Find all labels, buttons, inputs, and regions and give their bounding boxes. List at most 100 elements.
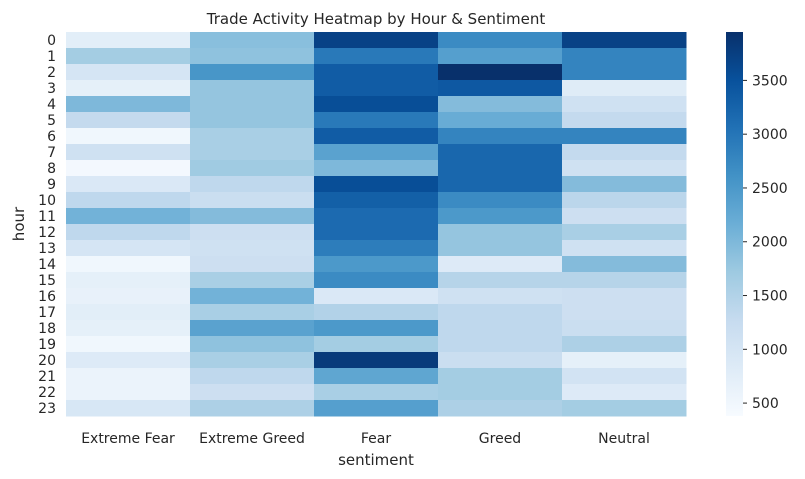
colorbar <box>726 32 743 416</box>
column-label: Neutral <box>598 431 650 447</box>
heatmap-cell <box>314 336 439 353</box>
heatmap-cell <box>438 112 563 129</box>
heatmap-cell <box>190 96 315 113</box>
heatmap-cell <box>314 240 439 257</box>
heatmap-cell <box>190 368 315 385</box>
heatmap-cell <box>190 400 315 417</box>
heatmap-cell <box>66 368 191 385</box>
heatmap-cell <box>438 32 563 49</box>
heatmap-cell <box>562 112 687 129</box>
heatmap-cell <box>66 272 191 289</box>
colorbar-ticks: 500 1000 1500 2000 2500 3000 3500 <box>743 73 788 412</box>
row-label: 20 <box>38 353 56 369</box>
row-label: 9 <box>47 177 56 193</box>
heatmap-cell <box>562 256 687 273</box>
heatmap-cell <box>314 272 439 289</box>
heatmap-cell <box>66 176 191 193</box>
row-label: 12 <box>38 225 56 241</box>
heatmap-cell <box>562 368 687 385</box>
heatmap-cell <box>66 80 191 97</box>
heatmap-cell <box>562 272 687 289</box>
heatmap-cell <box>314 80 439 97</box>
heatmap-cell <box>562 384 687 401</box>
heatmap-cell <box>438 288 563 305</box>
row-label: 16 <box>38 289 56 305</box>
heatmap-cell <box>562 352 687 369</box>
heatmap-cell <box>562 128 687 145</box>
heatmap-cell <box>438 384 563 401</box>
heatmap-cell <box>66 112 191 129</box>
heatmap-cell <box>314 320 439 337</box>
heatmap-cell <box>314 352 439 369</box>
heatmap-cell <box>190 48 315 65</box>
heatmap-cell <box>438 80 563 97</box>
heatmap-cell <box>562 320 687 337</box>
heatmap-cell <box>314 192 439 209</box>
heatmap-cell <box>66 32 191 49</box>
heatmap-cell <box>562 240 687 257</box>
row-label: 7 <box>47 145 56 161</box>
heatmap-cell <box>314 368 439 385</box>
heatmap-cell <box>438 48 563 65</box>
heatmap-cell <box>438 224 563 241</box>
heatmap-cell <box>438 352 563 369</box>
heatmap-cell <box>562 80 687 97</box>
heatmap-cell <box>314 384 439 401</box>
row-label: 15 <box>38 273 56 289</box>
row-label: 0 <box>47 33 56 49</box>
row-label: 1 <box>47 49 56 65</box>
heatmap-cell <box>190 272 315 289</box>
row-label: 11 <box>38 209 56 225</box>
heatmap-cell <box>562 64 687 81</box>
heatmap-cell <box>190 384 315 401</box>
heatmap-cell <box>190 320 315 337</box>
heatmap-cell <box>190 304 315 321</box>
column-label: Greed <box>479 431 521 447</box>
heatmap-cell <box>190 112 315 129</box>
heatmap-cell <box>438 96 563 113</box>
heatmap-cell <box>190 160 315 177</box>
heatmap-cell <box>190 288 315 305</box>
heatmap-cell <box>66 192 191 209</box>
heatmap-cell <box>190 352 315 369</box>
column-tick-labels: Extreme Fear Extreme Greed Fear Greed Neutra… <box>81 431 650 447</box>
colorbar-tick-label: 2000 <box>752 235 788 251</box>
heatmap-cell <box>190 144 315 161</box>
row-label: 22 <box>38 385 56 401</box>
heatmap-cell <box>66 224 191 241</box>
x-axis-label: sentiment <box>338 451 414 469</box>
heatmap-cell <box>438 256 563 273</box>
heatmap-cell <box>314 32 439 49</box>
heatmap-cell <box>438 208 563 225</box>
heatmap-cell <box>438 144 563 161</box>
column-label: Extreme Fear <box>81 431 175 447</box>
heatmap-cell <box>190 240 315 257</box>
heatmap-cell <box>314 208 439 225</box>
heatmap-cell <box>438 336 563 353</box>
heatmap-cell <box>438 368 563 385</box>
heatmap-cell <box>66 128 191 145</box>
heatmap-cell <box>562 96 687 113</box>
heatmap-cell <box>190 208 315 225</box>
row-label: 6 <box>47 129 56 145</box>
y-axis-label: hour <box>10 206 28 241</box>
heatmap-cell <box>190 176 315 193</box>
heatmap-cell <box>190 336 315 353</box>
heatmap-cell <box>314 96 439 113</box>
colorbar-tick-label: 3000 <box>752 127 788 143</box>
heatmap-cell <box>562 192 687 209</box>
heatmap-cell <box>438 304 563 321</box>
heatmap-cell <box>66 64 191 81</box>
heatmap-cell <box>190 32 315 49</box>
heatmap-cell <box>438 128 563 145</box>
heatmap-cell <box>562 336 687 353</box>
heatmap-cell <box>66 352 191 369</box>
heatmap-cell <box>66 288 191 305</box>
heatmap-cell <box>562 32 687 49</box>
heatmap-cell <box>562 400 687 417</box>
heatmap-cell <box>314 64 439 81</box>
heatmap-cell <box>190 64 315 81</box>
heatmap-cell <box>314 112 439 129</box>
